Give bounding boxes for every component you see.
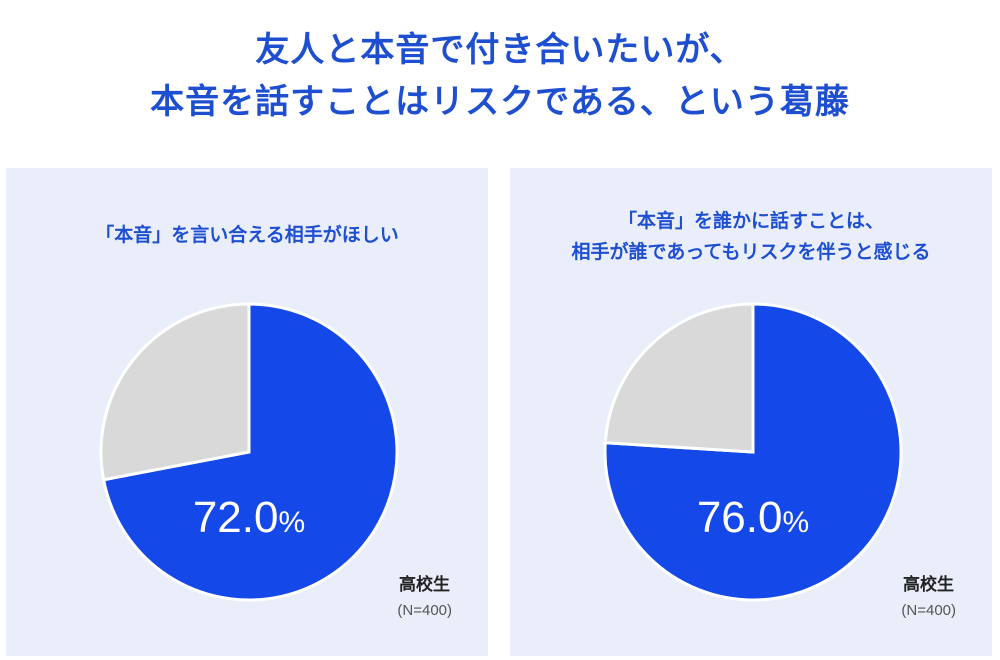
chart-1-sample-size: (N=400)	[397, 602, 452, 619]
chart-2-title: 「本音」を誰かに話すことは、 相手が誰であってもリスクを伴うと感じる	[510, 206, 992, 268]
page-title-line-2: 本音を話すことはリスクである、という葛藤	[150, 82, 850, 122]
chart-1-title-line-1: 「本音」を言い合える相手がほしい	[95, 224, 399, 246]
page-title: 友人と本音で付き合いたいが、 本音を話すことはリスクである、という葛藤	[0, 24, 1000, 128]
pie-2-slice-2	[603, 302, 755, 454]
chart-2-title-line-1: 「本音」を誰かに話すことは、	[617, 210, 884, 232]
chart-2-sample-size: (N=400)	[901, 602, 956, 619]
pie-1-slice-2	[99, 302, 251, 482]
chart-panel-1: 「本音」を言い合える相手がほしい 72.0% 高校生 (N=400)	[6, 168, 488, 656]
chart-2-title-line-2: 相手が誰であってもリスクを伴うと感じる	[571, 241, 931, 263]
chart-1-title: 「本音」を言い合える相手がほしい	[6, 220, 488, 251]
chart-panel-2: 「本音」を誰かに話すことは、 相手が誰であってもリスクを伴うと感じる 76.0%…	[510, 168, 992, 656]
pie-2-value-label: 76.0%	[697, 493, 809, 542]
chart-1-group-label: 高校生	[399, 575, 450, 595]
pie-chart-1: 72.0%	[99, 302, 399, 602]
page-title-line-1: 友人と本音で付き合いたいが、	[255, 30, 745, 70]
pie-1-value-label: 72.0%	[193, 493, 305, 542]
pie-chart-2: 76.0%	[603, 302, 903, 602]
chart-2-group-label: 高校生	[903, 575, 954, 595]
